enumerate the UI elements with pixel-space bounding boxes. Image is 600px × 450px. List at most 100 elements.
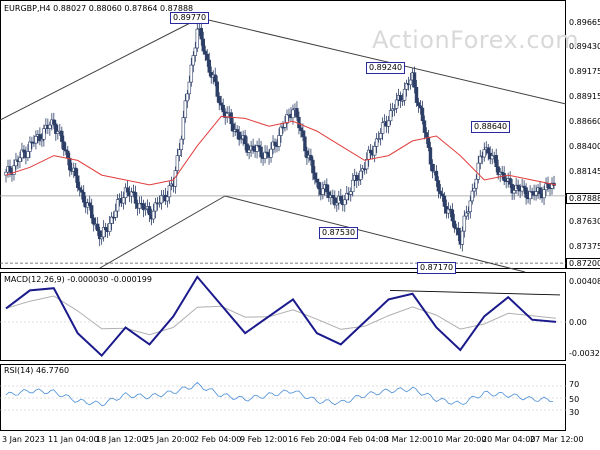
candle-body — [327, 191, 331, 198]
candle-body — [490, 155, 494, 160]
candle-body — [221, 104, 225, 113]
candle-body — [231, 123, 235, 132]
candle-body — [219, 102, 223, 106]
candle-body — [478, 155, 482, 164]
candle-body — [452, 220, 457, 229]
candle-body — [207, 59, 211, 73]
candle-body — [339, 195, 343, 201]
time-tick: 20 Mar 04:00 — [482, 435, 536, 444]
candle-body — [434, 170, 439, 181]
price-tick: 0.88400 — [569, 142, 600, 151]
candle-body — [66, 150, 70, 159]
candle-body — [243, 135, 247, 145]
candle-body — [279, 126, 283, 136]
candle-body — [414, 86, 419, 103]
candle-body — [355, 175, 359, 181]
candle-body — [438, 190, 443, 195]
candle-body — [265, 151, 269, 154]
candle-body — [388, 110, 393, 122]
candle-body — [203, 50, 207, 55]
candle-body — [450, 209, 455, 222]
candle-body — [331, 195, 335, 198]
candle-body — [313, 172, 317, 180]
time-tick: 2 Feb 04:00 — [194, 435, 242, 444]
candle-body — [20, 149, 24, 159]
candle-body — [235, 129, 239, 133]
current-price-tag: 0.87888 — [566, 193, 600, 204]
candle-body — [18, 157, 22, 162]
price-annotation: 0.88640 — [471, 121, 511, 133]
candle-body — [215, 81, 219, 97]
candle-body — [494, 155, 498, 167]
rsi-panel-frame — [0, 364, 566, 431]
rsi-line — [5, 381, 554, 407]
watermark: ActionForex.com — [372, 26, 580, 54]
candle-body — [528, 191, 532, 200]
candle-body — [87, 202, 92, 206]
time-tick: 10 Mar 20:00 — [433, 435, 487, 444]
candle-body — [251, 145, 255, 151]
candle-body — [14, 159, 18, 167]
candle-body — [500, 171, 504, 174]
candle-body — [91, 217, 96, 225]
candle-body — [205, 54, 209, 61]
candle-body — [121, 197, 126, 204]
candle-body — [157, 202, 162, 205]
candle-body — [40, 139, 44, 142]
candle-body — [107, 222, 112, 232]
candle-body — [534, 191, 538, 196]
candle-body — [269, 148, 273, 158]
candle-body — [179, 138, 184, 150]
candle-body — [151, 210, 156, 220]
candle-body — [315, 178, 319, 183]
candle-body — [426, 136, 431, 148]
macd-trendline — [389, 290, 561, 296]
candle-body — [317, 181, 321, 190]
candle-body — [359, 170, 363, 180]
rsi-tick: 50 — [569, 395, 580, 404]
candle-body — [54, 123, 58, 134]
candle-body — [456, 227, 461, 236]
candle-body — [147, 206, 152, 216]
candle-body — [64, 149, 68, 152]
candle-body — [56, 131, 60, 134]
candle-body — [129, 191, 134, 197]
candle-body — [496, 166, 500, 175]
candle-body — [380, 122, 385, 134]
candle-body — [165, 196, 170, 202]
trendline — [99, 195, 226, 269]
candle-body — [460, 230, 465, 245]
candle-body — [189, 64, 194, 83]
support-price-tag: 0.87200 — [566, 258, 600, 269]
candle-body — [462, 215, 467, 232]
candle-body — [372, 146, 377, 156]
candle-body — [309, 154, 313, 161]
symbol-header: EURGBP,H4 0.88027 0.88060 0.87864 0.8788… — [4, 4, 194, 13]
macd-tick: 0.00 — [569, 318, 587, 327]
candle-body — [512, 190, 516, 194]
candle-body — [239, 138, 243, 141]
candle-body — [78, 187, 82, 191]
candle-body — [301, 130, 305, 138]
candle-body — [247, 149, 251, 153]
candle-body — [398, 95, 403, 101]
candle-body — [60, 130, 64, 142]
price-tick: 0.88145 — [569, 167, 600, 176]
candle-body — [299, 127, 303, 131]
candle-body — [333, 197, 337, 206]
trendline — [224, 195, 526, 273]
candle-body — [420, 107, 425, 122]
time-tick: 11 Jan 04:00 — [48, 435, 99, 444]
price-annotation: 0.87530 — [319, 227, 359, 239]
candle-body — [368, 149, 373, 154]
candle-body — [95, 223, 100, 232]
macd-signal-line — [5, 295, 557, 336]
candle-body — [183, 100, 188, 118]
time-tick: 27 Mar 12:00 — [530, 435, 584, 444]
candle-body — [468, 200, 473, 213]
candle-body — [416, 102, 421, 107]
candle-body — [99, 236, 104, 240]
moving-average-line — [5, 115, 557, 186]
candle-body — [34, 136, 38, 144]
time-tick: 3 Jan 2023 — [2, 435, 45, 444]
